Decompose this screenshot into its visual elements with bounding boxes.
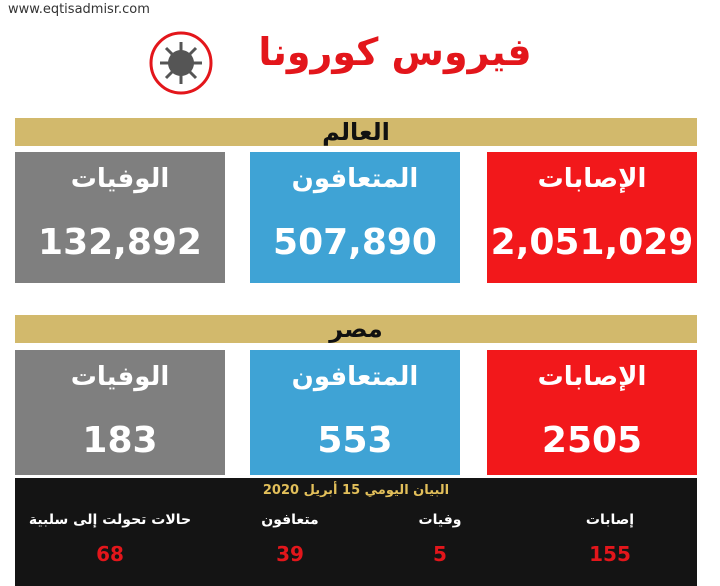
daily-label: متعافون xyxy=(261,512,319,528)
card-label: الإصابات xyxy=(537,164,647,194)
daily-label: حالات تحولت إلى سلبية xyxy=(28,512,192,528)
daily-label: إصابات xyxy=(585,512,635,528)
card-value: 2,051,029 xyxy=(490,222,694,263)
daily-value: 68 xyxy=(96,542,124,566)
card-value: 507,890 xyxy=(273,222,437,263)
daily-value: 39 xyxy=(276,542,304,566)
daily-title: البيان اليومي 15 أبريل 2020 xyxy=(262,483,450,498)
card: المتعافون 507,890 xyxy=(250,152,460,283)
daily-label: وفيات xyxy=(418,512,462,528)
daily-panel xyxy=(15,478,697,586)
daily-value: 155 xyxy=(589,542,631,566)
virus-icon xyxy=(149,31,213,95)
card: الإصابات 2,051,029 xyxy=(487,152,697,283)
card-label: الوفيات xyxy=(70,362,170,392)
daily-value: 5 xyxy=(433,542,447,566)
card-label: الإصابات xyxy=(537,362,647,392)
card: المتعافون 553 xyxy=(250,350,460,475)
card: الوفيات 183 xyxy=(15,350,225,475)
card-value: 553 xyxy=(317,420,393,461)
section-bar: مصر xyxy=(15,315,697,343)
card-label: المتعافون xyxy=(291,362,419,392)
card-label: الوفيات xyxy=(70,164,170,194)
card-value: 183 xyxy=(82,420,158,461)
card-label: المتعافون xyxy=(291,164,419,194)
card: الإصابات 2505 xyxy=(487,350,697,475)
title: فيروس كورونا xyxy=(258,30,532,74)
website: www.eqtisadmisr.com xyxy=(8,2,150,17)
card-value: 132,892 xyxy=(38,222,202,263)
section-bar: العالم xyxy=(15,118,697,146)
card-value: 2505 xyxy=(541,420,643,461)
card: الوفيات 132,892 xyxy=(15,152,225,283)
